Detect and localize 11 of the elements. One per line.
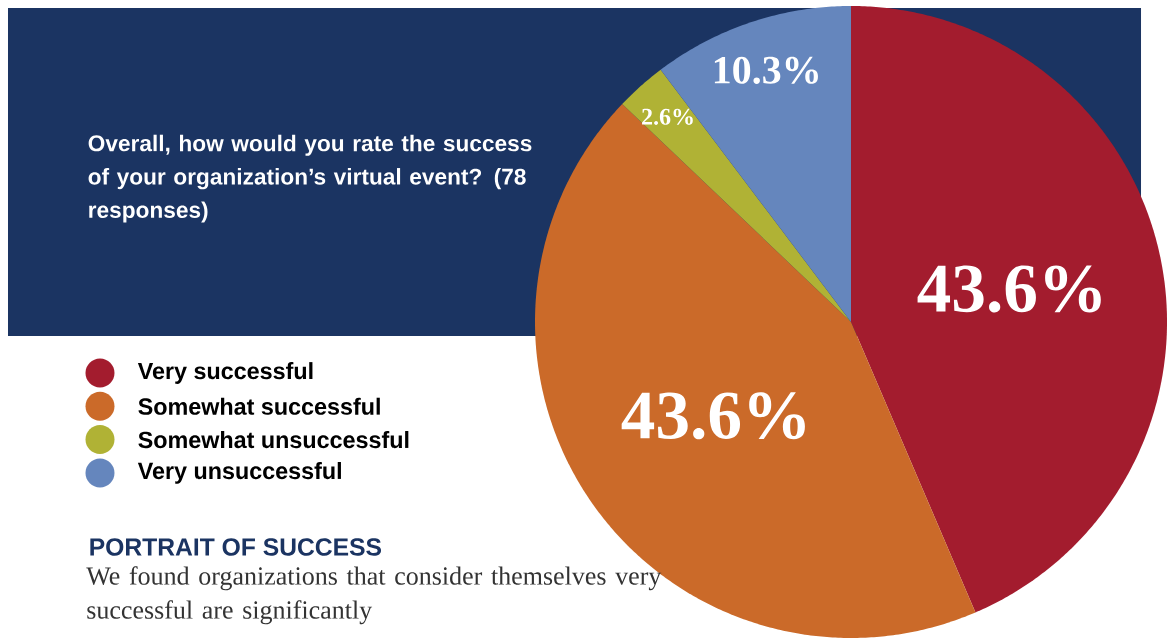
legend-label: Somewhat successful <box>138 397 380 415</box>
legend-label: Somewhat unsuccessful <box>138 431 409 449</box>
data-label: 10.3% <box>714 56 818 84</box>
text: We found organizations that consider themselves very successful are significantly <box>86 566 662 625</box>
text: Overall, how would you rate the success of your organization’s virtual event? (78 responses) <box>88 134 532 223</box>
legend-label: Very unsuccessful <box>137 462 341 484</box>
text: PORTRAIT OF SUCCESS <box>90 538 382 556</box>
legend-label: Very successful <box>137 362 313 384</box>
data-label: 43.6% <box>917 265 1101 313</box>
data-label: 2.6% <box>642 108 693 125</box>
data-label: 43.6% <box>621 392 805 440</box>
